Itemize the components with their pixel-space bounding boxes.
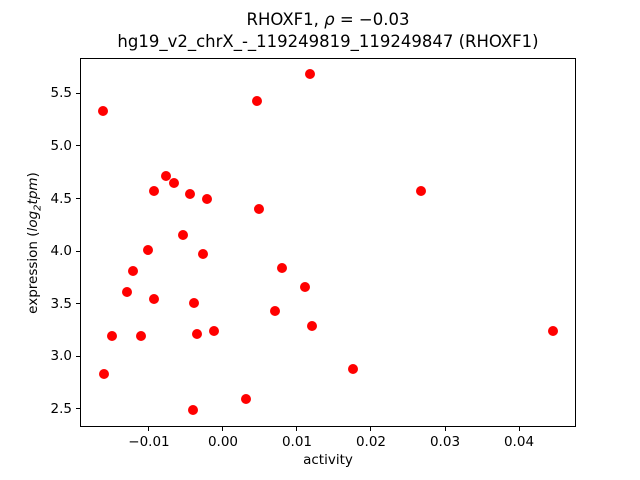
data-point: [106, 331, 117, 342]
rho-symbol: ρ: [324, 10, 335, 29]
x-tick-label: 0.03: [429, 434, 461, 450]
data-point: [209, 326, 220, 336]
data-point: [187, 404, 198, 415]
data-point: [305, 69, 316, 80]
data-point: [189, 297, 200, 308]
data-point: [201, 193, 212, 204]
data-point: [348, 363, 359, 374]
x-tick-mark: [148, 427, 150, 431]
x-axis-label: activity: [303, 452, 353, 468]
data-point: [178, 230, 189, 241]
data-point: [415, 186, 426, 197]
data-point: [198, 249, 208, 260]
y-tick-label: 2.5: [50, 400, 72, 417]
data-point: [252, 95, 263, 106]
data-point: [98, 106, 109, 117]
data-point: [149, 186, 160, 197]
y-tick-label: 4.5: [50, 190, 72, 207]
plot-title: RHOXF1, ρ = −0.03: [80, 10, 576, 30]
x-tick-mark: [370, 427, 372, 431]
data-point: [300, 281, 311, 292]
x-tick-label: 0.00: [207, 434, 238, 450]
x-tick-label: −0.01: [128, 434, 170, 450]
data-point: [277, 262, 288, 273]
data-point: [160, 171, 171, 182]
plot-subtitle: hg19_v2_chrX_-_119249819_119249847 (RHOX…: [117, 32, 539, 51]
x-tick-mark: [518, 427, 520, 431]
data-point: [135, 331, 146, 342]
data-point: [98, 369, 109, 380]
rho-value: = −0.03: [334, 10, 410, 29]
y-tick-mark: [76, 355, 80, 357]
x-tick-mark: [222, 427, 224, 431]
data-point: [121, 287, 132, 298]
y-tick-label: 5.5: [50, 85, 72, 102]
y-tick-mark: [76, 250, 80, 252]
data-point: [169, 177, 180, 188]
y-tick-label: 3.0: [50, 348, 72, 365]
data-point: [143, 245, 154, 256]
x-tick-mark: [296, 427, 298, 431]
data-point: [548, 326, 559, 336]
y-tick-mark: [76, 408, 80, 410]
y-tick-mark: [76, 145, 80, 147]
x-tick-label: 0.01: [281, 434, 313, 450]
data-point: [269, 306, 280, 317]
y-tick-label: 5.0: [50, 137, 72, 154]
data-point: [306, 320, 317, 331]
data-point: [128, 266, 139, 277]
data-point: [240, 394, 251, 405]
y-tick-mark: [76, 92, 80, 94]
y-tick-mark: [76, 303, 80, 305]
x-tick-label: 0.04: [503, 434, 535, 450]
data-point: [149, 294, 160, 305]
data-point: [192, 329, 203, 340]
y-tick-label: 4.0: [50, 243, 72, 260]
plot-area: [80, 58, 576, 427]
x-tick-mark: [444, 427, 446, 431]
y-tick-mark: [76, 198, 80, 200]
x-tick-label: 0.02: [355, 434, 387, 450]
plot-title-gene: RHOXF1,: [246, 10, 325, 29]
data-point: [254, 204, 265, 215]
data-point: [185, 189, 196, 200]
y-tick-label: 3.5: [50, 295, 72, 312]
